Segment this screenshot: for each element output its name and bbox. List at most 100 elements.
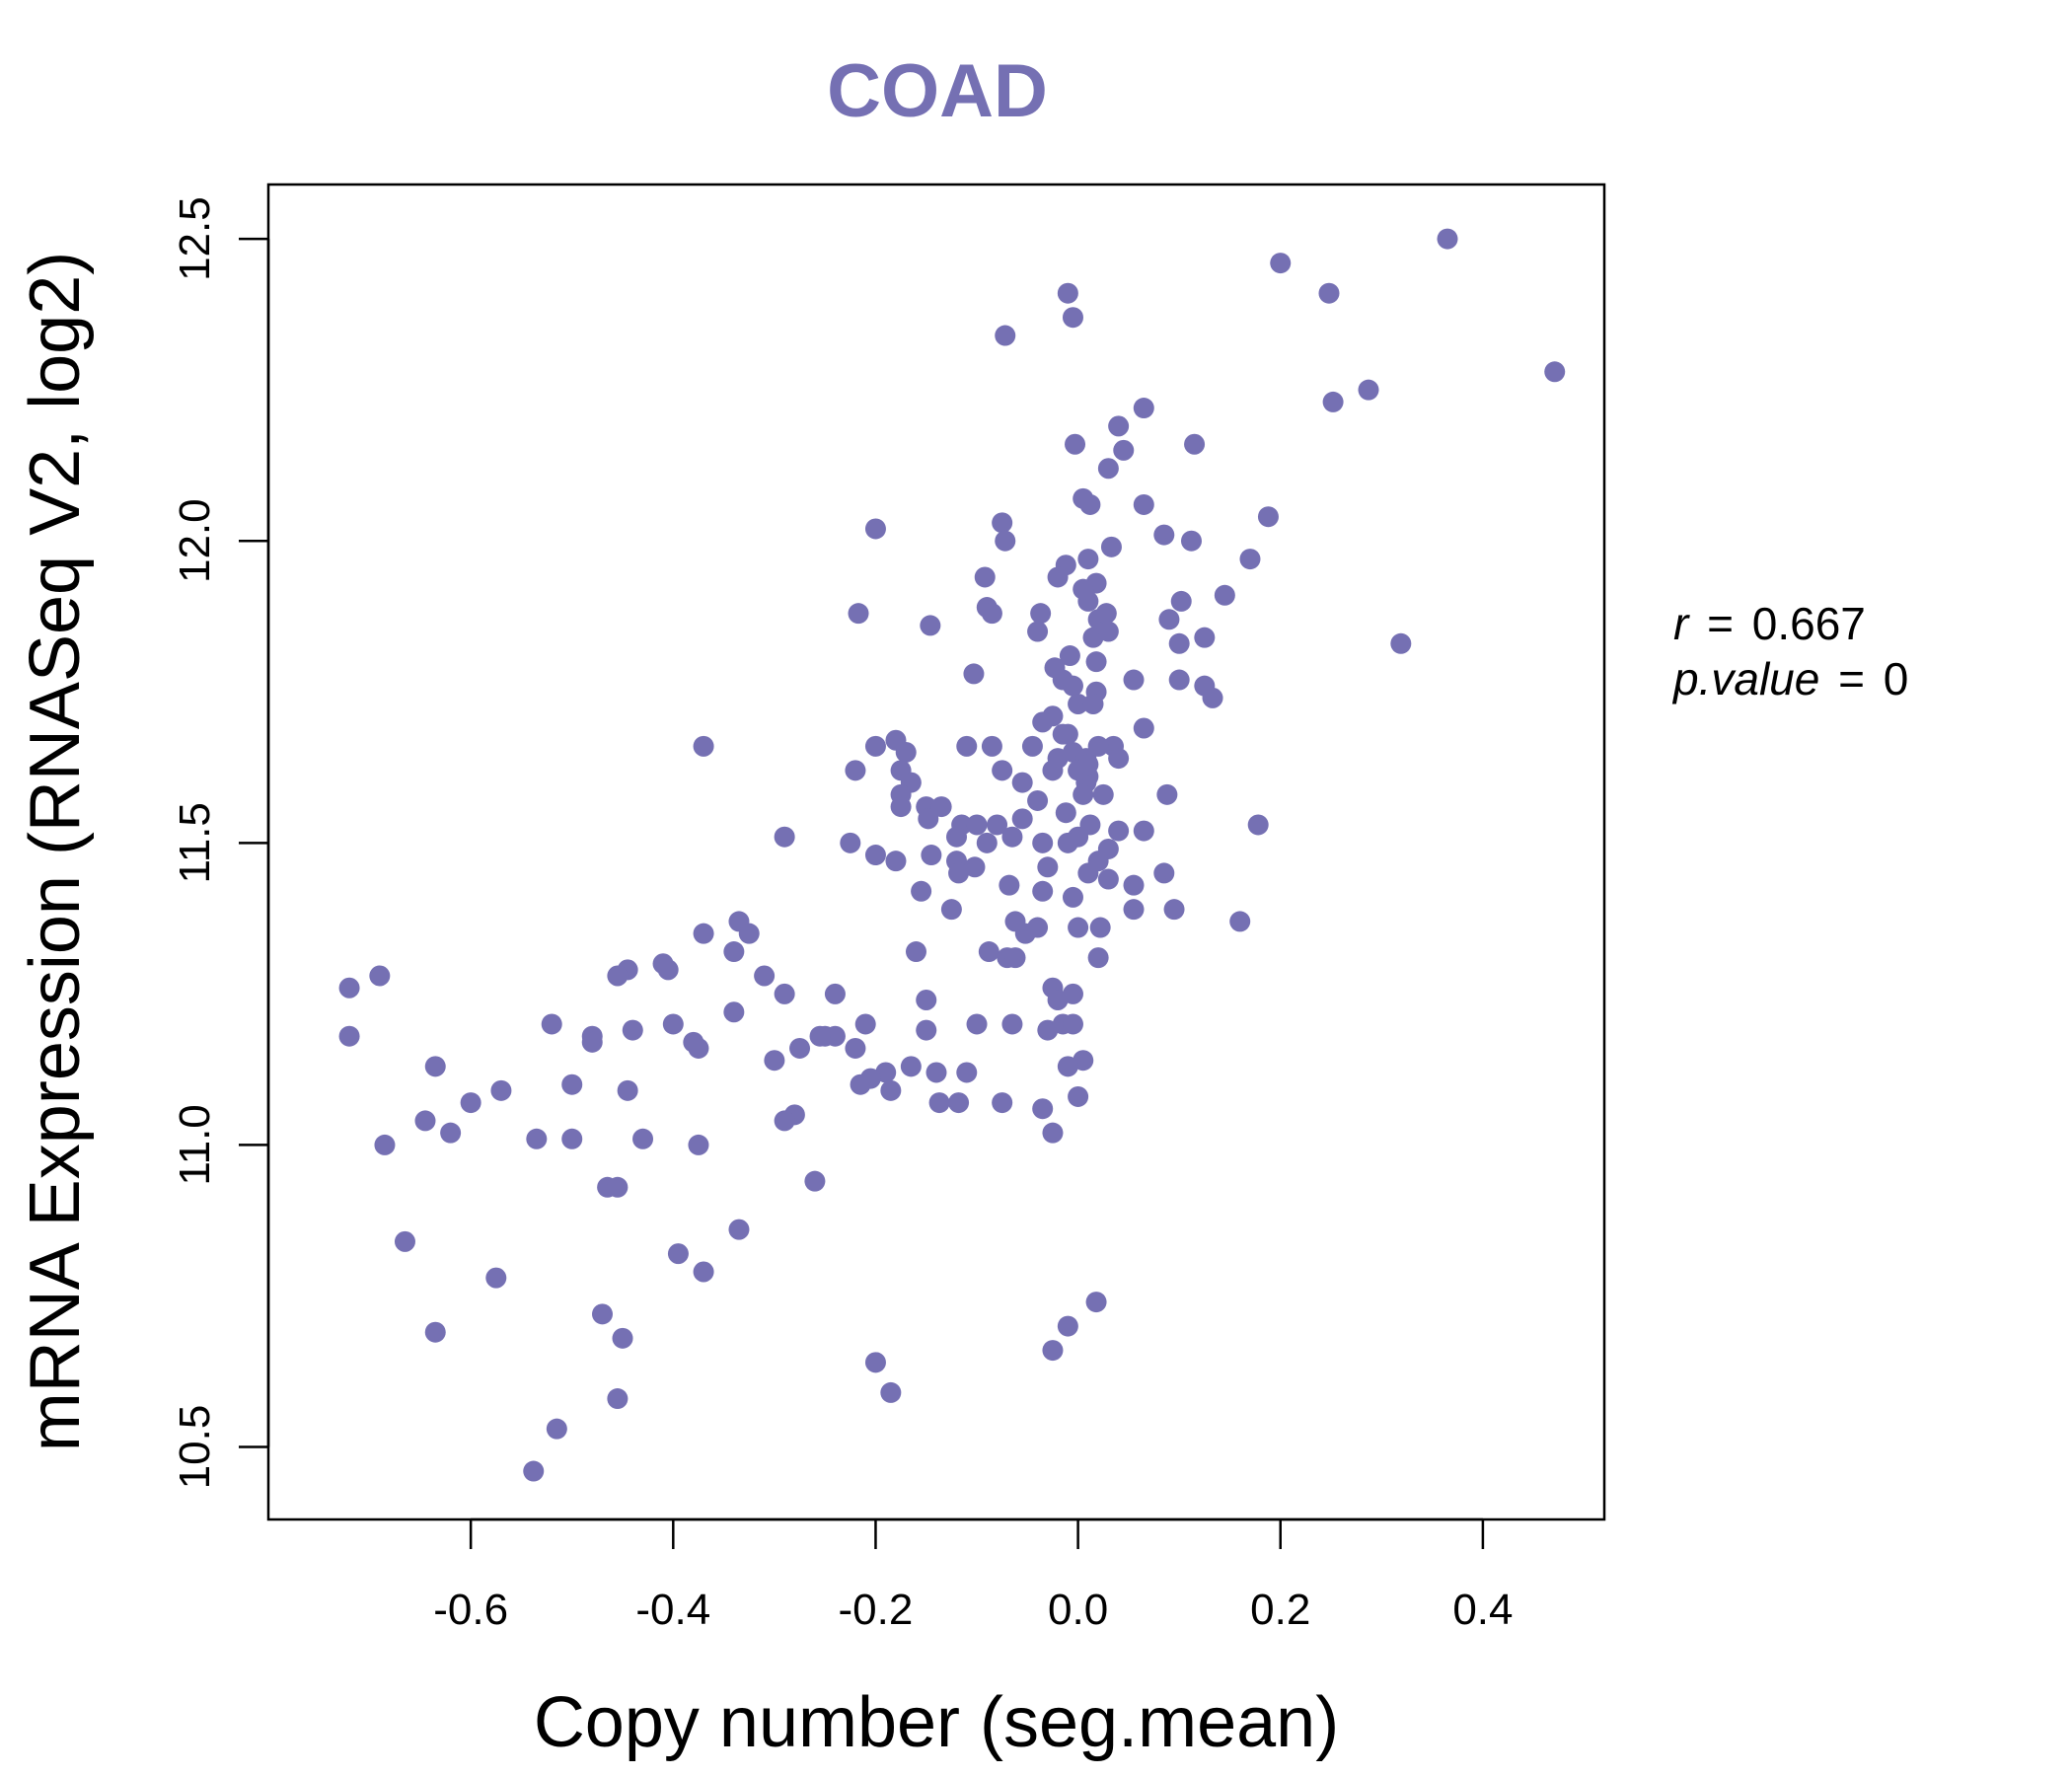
data-point: [864, 845, 886, 866]
data-point: [546, 1418, 567, 1440]
data-point: [338, 977, 360, 999]
data-point: [607, 1176, 629, 1198]
data-point: [523, 1460, 545, 1482]
data-point: [895, 741, 917, 763]
data-point: [485, 1267, 507, 1289]
data-point: [948, 1092, 970, 1114]
data-point: [1047, 566, 1069, 588]
data-point: [809, 1025, 831, 1047]
data-point: [1168, 632, 1190, 654]
data-point: [1358, 379, 1379, 401]
data-point: [1085, 1292, 1107, 1313]
r-equals: =: [1707, 598, 1734, 649]
data-point: [541, 1013, 562, 1035]
data-point: [561, 1128, 583, 1149]
data-point: [1133, 398, 1154, 419]
data-point: [824, 1025, 846, 1047]
data-point: [1123, 899, 1145, 921]
correlation-annotation: r = 0.667: [1673, 598, 1866, 649]
data-point: [900, 1056, 922, 1077]
y-tick-label: 11.0: [171, 1104, 219, 1185]
data-point: [880, 1381, 902, 1403]
data-point: [1544, 361, 1566, 383]
data-point: [1077, 549, 1099, 570]
data-point: [1079, 493, 1101, 515]
data-point: [1133, 493, 1154, 515]
data-point: [1123, 874, 1145, 896]
data-point: [1068, 1085, 1089, 1107]
x-tick-label: -0.2: [839, 1586, 914, 1634]
data-point: [1032, 832, 1054, 853]
data-point: [1014, 923, 1036, 944]
data-point: [1123, 669, 1145, 691]
data-point: [1030, 603, 1052, 625]
p-value-equals: =: [1838, 653, 1865, 704]
x-axis-label: Copy number (seg.mean): [534, 1683, 1339, 1762]
data-point: [963, 663, 985, 685]
data-point: [490, 1079, 512, 1101]
data-point: [612, 1327, 633, 1349]
data-point: [1092, 783, 1114, 805]
data-point: [1032, 1098, 1054, 1120]
data-point: [723, 941, 745, 963]
data-point: [930, 796, 952, 818]
data-point: [964, 856, 986, 878]
data-point: [1163, 899, 1185, 921]
data-point: [1108, 415, 1130, 437]
points-layer: [338, 228, 1566, 1482]
data-point: [460, 1092, 481, 1114]
data-point: [1068, 694, 1089, 715]
data-point: [1027, 621, 1049, 642]
data-point: [1062, 1013, 1083, 1035]
data-point: [1011, 808, 1033, 830]
data-point: [1184, 433, 1206, 455]
data-point: [992, 760, 1013, 781]
data-point: [1047, 989, 1069, 1010]
data-point: [928, 1092, 950, 1114]
data-point: [592, 1303, 613, 1325]
data-point: [1059, 645, 1080, 667]
data-point: [1021, 735, 1043, 757]
data-point: [1027, 789, 1049, 811]
data-point: [424, 1321, 446, 1343]
data-point: [1180, 530, 1202, 552]
data-point: [1158, 609, 1180, 630]
data-point: [1082, 694, 1104, 715]
y-tick-label: 11.5: [171, 802, 219, 883]
data-point: [978, 941, 999, 963]
data-point: [754, 965, 776, 987]
data-point: [840, 832, 861, 853]
data-point: [693, 1261, 714, 1283]
data-point: [966, 1013, 988, 1035]
data-point: [723, 1001, 745, 1023]
data-point: [688, 1037, 709, 1059]
data-point: [688, 1134, 709, 1155]
x-tick-label: 0.4: [1452, 1586, 1513, 1634]
data-point: [1229, 911, 1251, 932]
data-point: [1047, 748, 1069, 770]
data-point: [1390, 632, 1412, 654]
data-point: [581, 1031, 603, 1053]
data-point: [693, 923, 714, 944]
data-point: [1077, 862, 1099, 884]
data-point: [1055, 802, 1076, 824]
data-point: [738, 923, 760, 944]
data-point: [890, 796, 912, 818]
data-point: [424, 1056, 446, 1077]
data-point: [728, 1219, 750, 1240]
data-point: [1194, 627, 1216, 648]
data-point: [916, 1019, 937, 1041]
data-point: [1133, 820, 1154, 842]
data-point: [911, 880, 932, 902]
data-point: [845, 760, 866, 781]
data-point: [995, 530, 1016, 552]
data-point: [667, 1243, 689, 1265]
data-point: [850, 1073, 871, 1095]
data-point: [918, 808, 939, 830]
data-point: [1089, 917, 1111, 938]
data-point: [1073, 578, 1094, 600]
data-point: [981, 735, 1002, 757]
data-point: [804, 1170, 826, 1192]
data-point: [1257, 506, 1279, 528]
